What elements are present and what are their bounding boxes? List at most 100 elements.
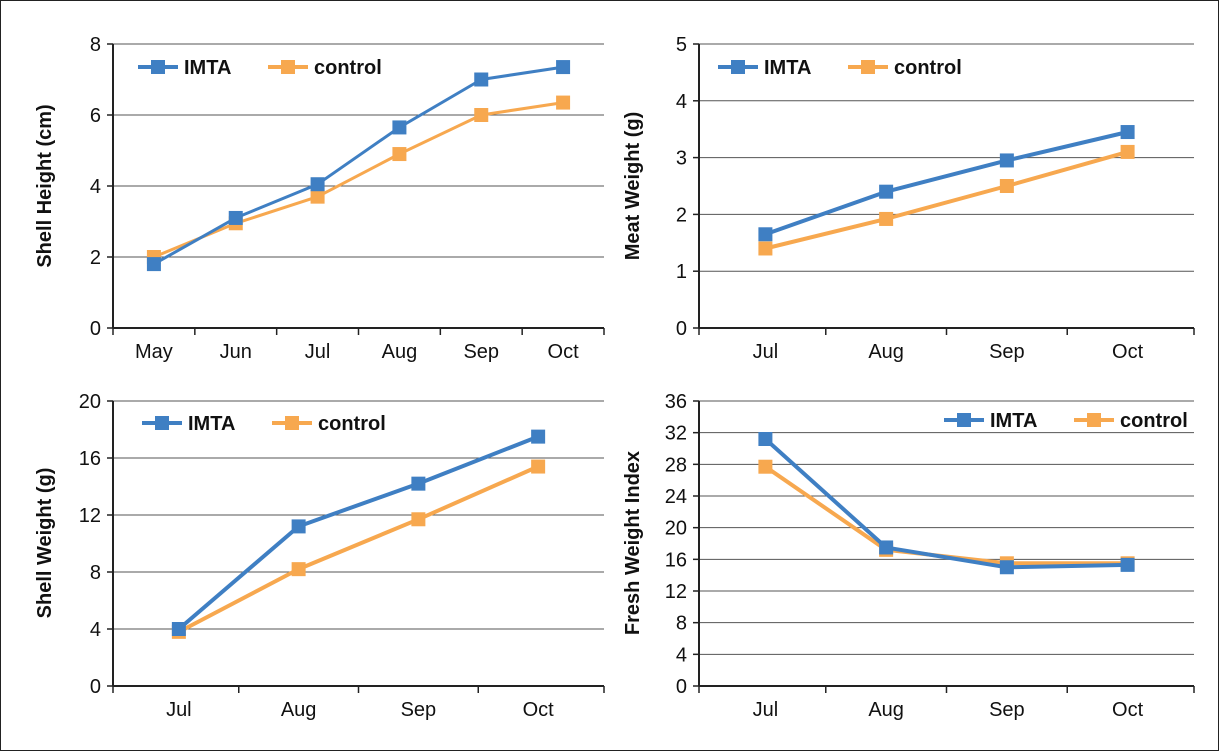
data-point-control	[392, 147, 407, 162]
x-tick-label: Aug	[868, 341, 904, 363]
data-point-imta	[879, 184, 894, 199]
y-axis-title: Shell Height (cm)	[34, 104, 56, 267]
y-tick-label: 28	[665, 454, 687, 476]
legend-item-control: control	[1074, 410, 1188, 432]
x-tick-label: Jul	[305, 341, 331, 363]
x-tick-label: Jul	[166, 699, 192, 721]
legend-label: IMTA	[188, 413, 235, 435]
y-tick-label: 0	[676, 676, 687, 698]
legend: IMTA control	[142, 413, 386, 435]
data-point-imta	[758, 227, 773, 242]
legend-label: control	[314, 57, 382, 79]
y-tick-label: 4	[676, 91, 687, 113]
y-tick-label: 3	[676, 148, 687, 170]
legend-swatch-marker	[1087, 413, 1101, 427]
data-point-imta	[1120, 557, 1135, 572]
y-tick-label: 20	[79, 391, 101, 413]
x-tick-label: Oct	[523, 699, 555, 721]
legend-label: IMTA	[184, 57, 231, 79]
legend-swatch-marker	[151, 60, 165, 74]
legend-item-control: control	[272, 413, 386, 435]
legend-label: control	[894, 57, 962, 79]
chart-panel-3: 0 4 8 12 16 20 Jul Aug Sep Oct Shell Weight (g) IMT…	[34, 391, 605, 721]
legend-item-imta: IMTA	[944, 410, 1037, 432]
y-tick-label: 8	[90, 562, 101, 584]
legend-item-imta: IMTA	[138, 57, 231, 79]
series-line-imta	[177, 434, 539, 631]
legend-swatch-marker	[155, 416, 169, 430]
data-point-imta	[411, 476, 426, 491]
chart-panel-2: 0 1 2 3 4 5 Jul Aug Sep Oct Meat Weight (g) IMTA con…	[622, 34, 1195, 363]
legend-label: control	[1120, 410, 1188, 432]
y-axis-title: Fresh Weight Index	[622, 451, 644, 635]
legend-item-imta: IMTA	[142, 413, 235, 435]
x-tick-label: Aug	[281, 699, 317, 721]
x-tick-label: Jul	[753, 699, 779, 721]
legend-item-control: control	[268, 57, 382, 79]
data-point-control	[999, 179, 1014, 193]
y-tick-label: 4	[90, 619, 101, 641]
data-point-imta	[879, 540, 894, 555]
data-point-imta	[999, 560, 1014, 575]
data-point-imta	[758, 432, 773, 446]
x-tick-label: Sep	[989, 341, 1025, 363]
series-line-control	[764, 149, 1129, 251]
x-tick-label: May	[135, 341, 173, 363]
y-tick-label: 2	[90, 247, 101, 269]
y-tick-label: 2	[676, 204, 687, 226]
x-tick-label: Oct	[548, 341, 580, 363]
x-tick-label: Jul	[753, 341, 779, 363]
y-tick-label: 16	[665, 549, 687, 571]
data-point-imta	[171, 622, 186, 636]
data-point-imta	[228, 210, 243, 225]
data-point-imta	[531, 429, 546, 444]
legend-label: control	[318, 413, 386, 435]
series-line-control	[153, 101, 564, 259]
y-tick-label: 0	[676, 318, 687, 340]
legend-swatch-marker	[861, 60, 875, 74]
chart-panel-4: 0 4 8 12 16 20 24 28 32 36 Jul Aug Sep Oct Fresh Weigh…	[622, 391, 1195, 721]
y-tick-label: 16	[79, 448, 101, 470]
y-tick-label: 1	[676, 261, 687, 283]
legend-label: IMTA	[990, 410, 1037, 432]
data-point-control	[531, 459, 546, 474]
x-tick-label: Oct	[1112, 699, 1144, 721]
data-point-control	[411, 512, 426, 527]
legend: IMTA control	[718, 57, 962, 79]
y-tick-label: 0	[90, 318, 101, 340]
y-tick-label: 32	[665, 423, 687, 445]
y-tick-label: 6	[90, 105, 101, 127]
x-tick-label: Oct	[1112, 341, 1144, 363]
series-line-imta	[764, 437, 1128, 570]
y-tick-label: 5	[676, 34, 687, 56]
legend: IMTA control	[944, 410, 1188, 432]
data-point-imta	[392, 120, 407, 135]
data-point-control	[310, 189, 325, 204]
data-point-control	[474, 108, 489, 122]
data-point-control	[291, 562, 306, 577]
legend-item-control: control	[848, 57, 962, 79]
y-tick-label: 4	[90, 176, 101, 198]
series-line-control	[177, 464, 539, 634]
data-point-imta	[999, 153, 1014, 168]
y-tick-label: 36	[665, 391, 687, 413]
legend-swatch-marker	[957, 413, 971, 427]
data-point-control	[879, 211, 894, 226]
legend: IMTA control	[138, 57, 382, 79]
y-tick-label: 0	[90, 676, 101, 698]
legend-swatch-marker	[731, 60, 745, 74]
y-axis-title: Meat Weight (g)	[622, 112, 644, 261]
legend-swatch-marker	[281, 60, 295, 74]
data-point-imta	[556, 60, 571, 75]
data-point-control	[556, 95, 571, 110]
x-tick-label: Sep	[989, 699, 1025, 721]
series-line-imta	[764, 130, 1129, 237]
y-tick-label: 20	[665, 518, 687, 540]
data-point-imta	[474, 72, 489, 87]
y-tick-label: 8	[90, 34, 101, 56]
y-axis-title: Shell Weight (g)	[34, 468, 56, 619]
y-tick-label: 24	[665, 486, 687, 508]
y-tick-label: 8	[676, 613, 687, 635]
